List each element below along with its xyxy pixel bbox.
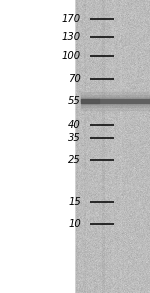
Text: 170: 170	[62, 14, 81, 24]
Text: 130: 130	[62, 32, 81, 42]
Text: 55: 55	[68, 96, 81, 106]
Bar	[81, 92, 150, 110]
Text: 70: 70	[68, 74, 81, 84]
Text: 35: 35	[68, 133, 81, 143]
Text: 10: 10	[68, 219, 81, 229]
Text: 15: 15	[68, 197, 81, 207]
Bar	[0, 0, 75, 293]
Bar	[81, 97, 150, 105]
Bar	[81, 99, 150, 103]
Bar	[81, 99, 99, 103]
Text: 40: 40	[68, 120, 81, 130]
Text: 100: 100	[62, 51, 81, 61]
Bar	[81, 95, 150, 107]
Text: 25: 25	[68, 155, 81, 165]
